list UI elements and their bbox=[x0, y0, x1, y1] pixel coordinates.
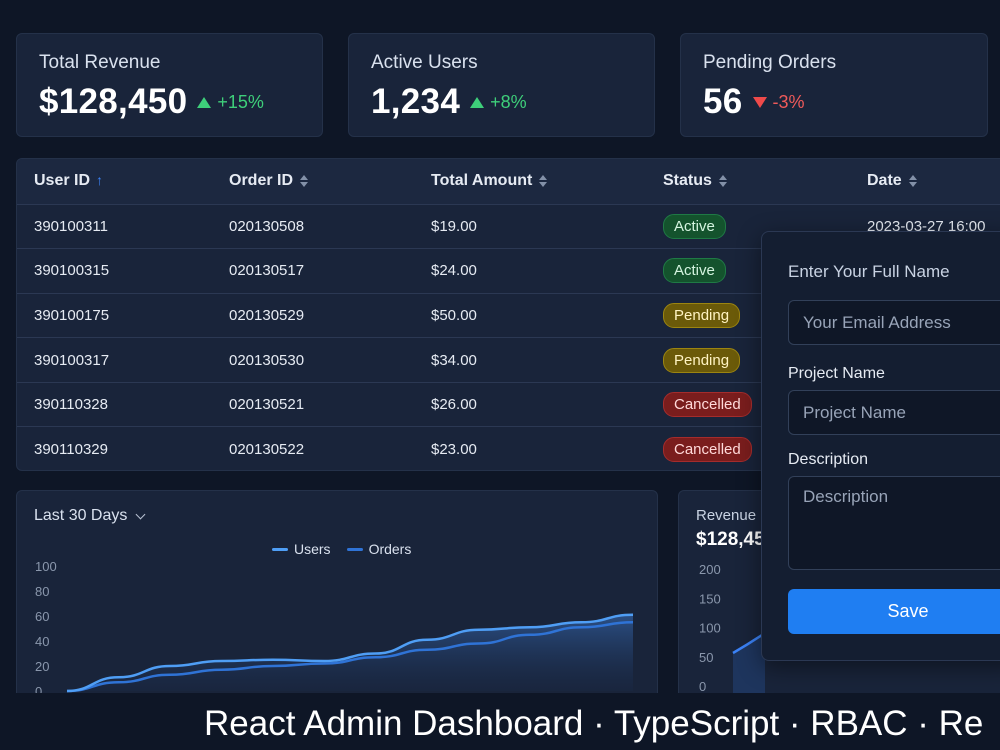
stat-card-active-users: Active Users 1,234 +8% bbox=[348, 33, 655, 137]
revenue-label: Revenue bbox=[696, 507, 757, 524]
y-tick-label: 60 bbox=[35, 609, 49, 624]
cell-user-id: 390100311 bbox=[17, 204, 229, 250]
cell-amount: $34.00 bbox=[431, 337, 663, 383]
column-header-date[interactable]: Date bbox=[867, 159, 1000, 205]
y-tick-label: 50 bbox=[699, 650, 713, 665]
arrow-down-icon bbox=[752, 96, 767, 108]
y-tick-label: 100 bbox=[699, 621, 721, 636]
trend-up: +15% bbox=[197, 92, 264, 113]
series-line-users bbox=[66, 613, 634, 693]
stat-card-total-revenue: Total Revenue $128,450 +15% bbox=[16, 33, 323, 137]
cell-user-id: 390100315 bbox=[17, 248, 229, 294]
full-name-label: Enter Your Full Name bbox=[788, 262, 950, 281]
cell-amount: $26.00 bbox=[431, 382, 663, 428]
revenue-value: $128,45 bbox=[696, 529, 765, 550]
description-textarea[interactable] bbox=[788, 476, 1000, 570]
y-tick-label: 20 bbox=[35, 659, 49, 674]
trend-down: -3% bbox=[752, 91, 805, 113]
cell-order-id: 020130521 bbox=[229, 382, 431, 428]
series-line-orders bbox=[66, 621, 634, 693]
cell-amount: $24.00 bbox=[431, 248, 663, 294]
legend-item-users[interactable]: Users bbox=[272, 541, 331, 557]
column-header-status[interactable]: Status bbox=[663, 159, 867, 205]
table-row[interactable]: 390110329 020130522 $23.00 Cancelled bbox=[17, 427, 1000, 470]
stat-label: Total Revenue bbox=[39, 52, 161, 73]
project-form-panel: Enter Your Full Name Project Name Descri… bbox=[761, 231, 1000, 661]
cell-order-id: 020130529 bbox=[229, 293, 431, 339]
stat-card-pending-orders: Pending Orders 56 -3% bbox=[680, 33, 988, 137]
cell-order-id: 020130530 bbox=[229, 337, 431, 383]
status-badge: Active bbox=[663, 213, 726, 239]
y-tick-label: 200 bbox=[699, 562, 721, 577]
legend-swatch bbox=[272, 547, 288, 551]
date-range-label: Last 30 Days bbox=[34, 507, 128, 524]
stat-label: Active Users bbox=[371, 52, 478, 73]
cell-order-id: 020130517 bbox=[229, 248, 431, 294]
cell-status: Cancelled bbox=[663, 427, 867, 470]
stat-value: 56 bbox=[703, 82, 743, 121]
activity-chart-card: Last 30 Days Users Orders 100 80 60 40 20 0 bbox=[16, 490, 658, 730]
legend-swatch bbox=[346, 547, 363, 551]
project-name-label: Project Name bbox=[788, 365, 885, 382]
sort-icon[interactable] bbox=[718, 175, 727, 188]
cell-user-id: 390100317 bbox=[17, 337, 229, 383]
stat-change: +8% bbox=[490, 91, 527, 112]
column-header-total-amount[interactable]: Total Amount bbox=[431, 159, 663, 205]
cell-amount: $19.00 bbox=[431, 204, 663, 250]
stat-change: -3% bbox=[772, 91, 805, 112]
stat-label: Pending Orders bbox=[703, 52, 837, 73]
cell-user-id: 390110328 bbox=[17, 382, 229, 428]
y-tick-label: 40 bbox=[35, 634, 49, 649]
legend-item-orders[interactable]: Orders bbox=[346, 541, 412, 557]
y-tick-label: 100 bbox=[35, 559, 57, 574]
legend-label: Users bbox=[294, 541, 331, 557]
status-badge: Active bbox=[663, 258, 726, 284]
status-badge: Cancelled bbox=[663, 437, 752, 463]
column-header-user-id[interactable]: User ID ↑ bbox=[17, 159, 229, 205]
y-tick-label: 0 bbox=[699, 679, 706, 694]
arrow-up-icon bbox=[470, 96, 485, 108]
status-badge: Cancelled bbox=[663, 392, 752, 418]
cell-order-id: 020130508 bbox=[229, 204, 431, 250]
email-field[interactable] bbox=[788, 300, 1000, 345]
status-badge: Pending bbox=[663, 347, 741, 373]
caption-banner: React Admin Dashboard · TypeScript · RBA… bbox=[204, 704, 984, 743]
stat-change: +15% bbox=[217, 91, 264, 112]
sort-ascending-icon[interactable]: ↑ bbox=[96, 172, 104, 189]
revenue-chart: 200 150 100 50 0 bbox=[699, 562, 766, 696]
users-area bbox=[67, 614, 633, 691]
sort-icon[interactable] bbox=[300, 175, 309, 188]
arrow-up-icon bbox=[197, 96, 212, 108]
cell-order-id: 020130522 bbox=[229, 441, 305, 459]
date-range-dropdown[interactable]: Last 30 Days bbox=[34, 507, 146, 525]
cell-amount: $23.00 bbox=[431, 441, 477, 459]
project-name-input[interactable] bbox=[788, 390, 1000, 435]
line-chart: 100 80 60 40 20 0 bbox=[35, 559, 634, 699]
y-tick-label: 0 bbox=[35, 684, 42, 699]
sort-icon[interactable] bbox=[908, 175, 917, 188]
cell-user-id: 390110329 bbox=[34, 441, 108, 459]
save-button[interactable]: Save bbox=[788, 589, 1000, 634]
column-header-order-id[interactable]: Order ID bbox=[229, 159, 431, 205]
stat-value: 1,234 bbox=[371, 82, 461, 121]
stat-value: $128,450 bbox=[39, 82, 188, 121]
y-tick-label: 80 bbox=[35, 584, 49, 599]
status-badge: Pending bbox=[663, 302, 741, 328]
table-header-row: User ID ↑ Order ID Total Amount Status Da… bbox=[17, 159, 1000, 205]
chart-legend: Users Orders bbox=[272, 541, 427, 557]
footer-band bbox=[0, 693, 1000, 750]
cell-amount: $50.00 bbox=[431, 293, 663, 339]
cell-user-id: 390100175 bbox=[17, 293, 229, 339]
description-label: Description bbox=[788, 451, 869, 468]
sort-icon[interactable] bbox=[539, 175, 548, 188]
legend-label: Orders bbox=[368, 541, 412, 557]
trend-up: +8% bbox=[470, 92, 527, 113]
y-tick-label: 150 bbox=[699, 591, 721, 606]
